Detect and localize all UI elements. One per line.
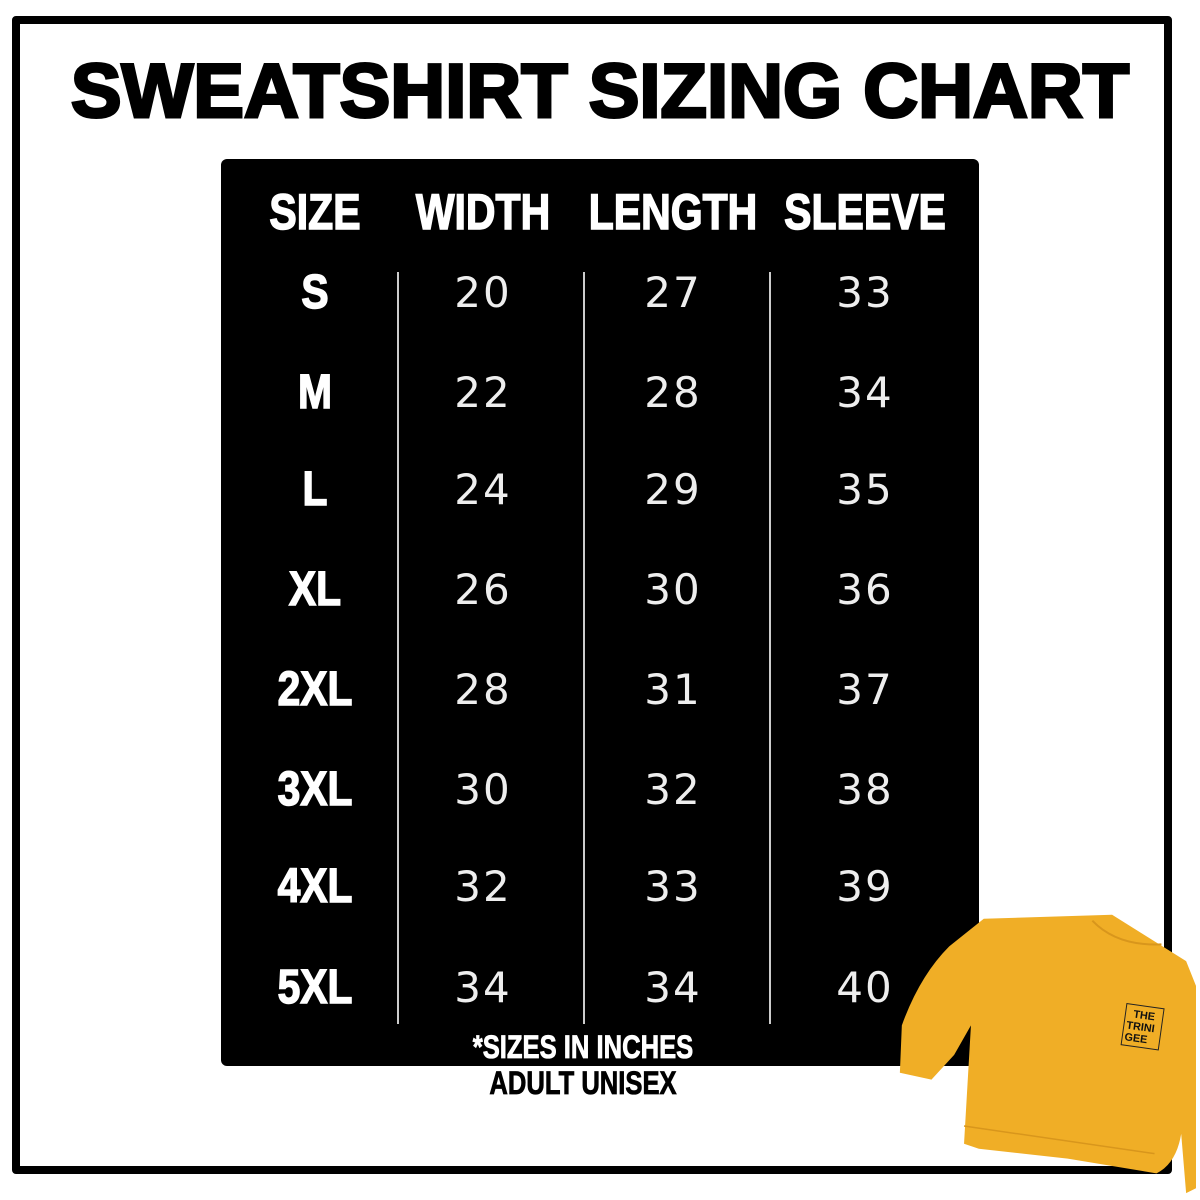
- size-label: L: [302, 463, 328, 517]
- outer-frame: [12, 16, 1172, 1174]
- measurement-length: 33: [644, 862, 702, 911]
- measurement-width: 28: [454, 665, 512, 714]
- fit-note: ADULT UNISEX: [489, 1065, 677, 1101]
- measurement-length: 28: [644, 368, 702, 417]
- size-label: M: [297, 366, 332, 420]
- measurement-sleeve: 36: [836, 565, 894, 614]
- svg-text:GEE: GEE: [1124, 1031, 1148, 1046]
- size-label: 4XL: [277, 860, 353, 914]
- measurement-width: 30: [454, 765, 512, 814]
- measurement-length: 30: [644, 565, 702, 614]
- column-header-size: SIZE: [269, 184, 361, 240]
- measurement-sleeve: 39: [836, 862, 894, 911]
- measurement-width: 26: [454, 565, 512, 614]
- measurement-width: 34: [454, 963, 512, 1012]
- measurement-width: 22: [454, 368, 512, 417]
- measurement-length: 34: [644, 963, 702, 1012]
- size-table-panel: [221, 159, 979, 1066]
- measurement-sleeve: 33: [836, 268, 894, 317]
- column-header-length: LENGTH: [588, 184, 758, 240]
- size-label: 5XL: [277, 961, 353, 1015]
- column-header-sleeve: SLEEVE: [783, 184, 946, 240]
- measurement-width: 32: [454, 862, 512, 911]
- column-header-width: WIDTH: [415, 184, 551, 240]
- size-label: XL: [288, 563, 342, 617]
- column-divider: [397, 272, 399, 1024]
- svg-text:TRINI: TRINI: [1126, 1019, 1156, 1035]
- column-divider: [769, 272, 771, 1024]
- measurement-sleeve: 38: [836, 765, 894, 814]
- size-label: S: [301, 266, 329, 320]
- measurement-length: 31: [644, 665, 702, 714]
- sweatshirt-image: THE TRINI GEE: [899, 914, 1196, 1194]
- measurement-length: 27: [644, 268, 702, 317]
- measurement-width: 24: [454, 465, 512, 514]
- page-title: SWEATSHIRT SIZING CHART: [69, 48, 1130, 136]
- size-label: 2XL: [277, 663, 353, 717]
- units-note: *SIZES IN INCHES: [472, 1029, 694, 1065]
- svg-text:THE: THE: [1133, 1009, 1156, 1024]
- measurement-width: 20: [454, 268, 512, 317]
- measurement-sleeve: 40: [836, 963, 894, 1012]
- column-divider: [583, 272, 585, 1024]
- brand-logo: THE TRINI GEE: [1120, 1003, 1165, 1051]
- measurement-sleeve: 34: [836, 368, 894, 417]
- size-label: 3XL: [277, 763, 353, 817]
- measurement-length: 32: [644, 765, 702, 814]
- measurement-length: 29: [644, 465, 702, 514]
- measurement-sleeve: 37: [836, 665, 894, 714]
- measurement-sleeve: 35: [836, 465, 894, 514]
